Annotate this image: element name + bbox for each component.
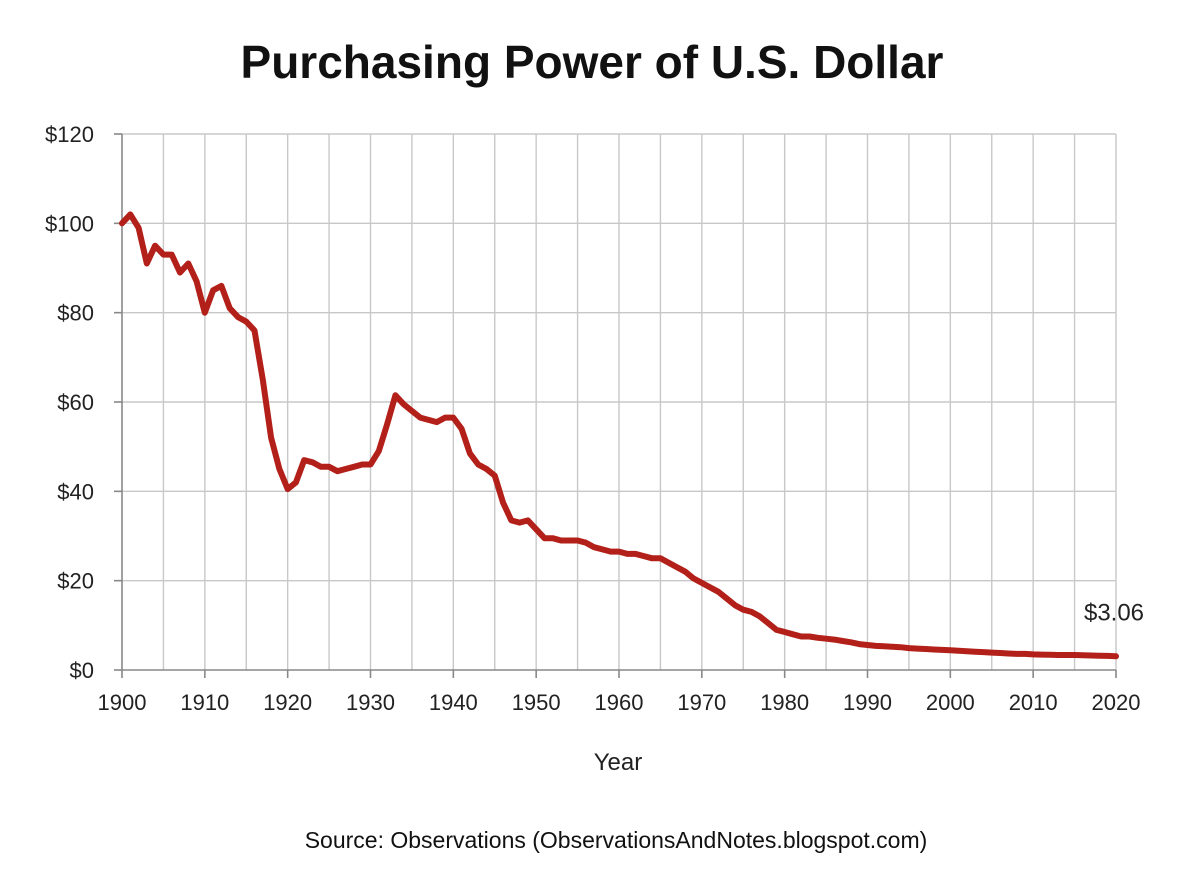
axes [114, 133, 1117, 678]
source-note: Source: Observations (ObservationsAndNot… [305, 827, 928, 853]
y-axis-ticks: $0 $20 $40 $60 $80 $100 $120 [45, 122, 94, 683]
y-tick-label: $100 [45, 211, 94, 236]
y-tick-label: $20 [57, 569, 94, 594]
end-value-annotation: $3.06 [1084, 599, 1144, 626]
y-tick-label: $0 [70, 658, 94, 683]
x-tick-label: 1980 [760, 690, 809, 715]
x-tick-label: 1910 [180, 690, 229, 715]
x-tick-label: 1900 [98, 690, 147, 715]
y-tick-label: $40 [57, 479, 94, 504]
x-tick-label: 1970 [677, 690, 726, 715]
grid [122, 133, 1117, 670]
chart-title: Purchasing Power of U.S. Dollar [241, 36, 944, 88]
x-tick-label: 2010 [1009, 690, 1058, 715]
y-tick-label: $80 [57, 301, 94, 326]
x-tick-label: 1990 [843, 690, 892, 715]
y-tick-label: $60 [57, 390, 94, 415]
x-tick-label: 1960 [595, 690, 644, 715]
x-tick-label: 1950 [512, 690, 561, 715]
x-tick-label: 1930 [346, 690, 395, 715]
x-axis-title: Year [594, 749, 643, 776]
x-tick-label: 1920 [263, 690, 312, 715]
x-tick-label: 2000 [926, 690, 975, 715]
purchasing-power-line [119, 211, 1119, 660]
y-tick-label: $120 [45, 122, 94, 147]
x-tick-label: 2020 [1092, 690, 1141, 715]
x-axis-ticks: 1900 1910 1920 1930 1940 1950 1960 1970 1980 1990… [98, 690, 1141, 715]
x-tick-label: 1940 [429, 690, 478, 715]
